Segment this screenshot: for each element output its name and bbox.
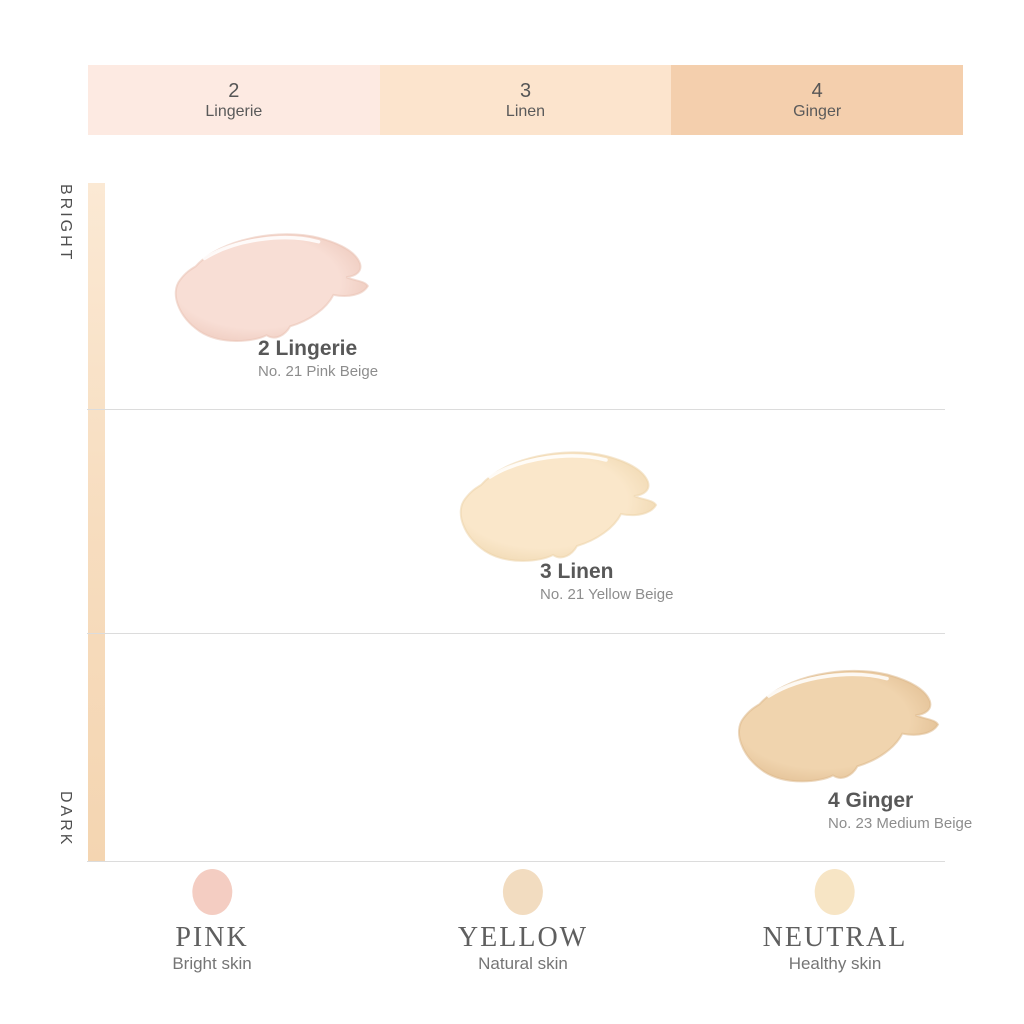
- tone-legend-pink: PINK Bright skin: [172, 869, 252, 974]
- swatch-label-linen: 3 Linen No. 21 Yellow Beige: [540, 560, 673, 604]
- shade-bar: 2 Lingerie 3 Linen 4 Ginger: [88, 65, 964, 135]
- dark-axis-label: DARK: [57, 791, 74, 848]
- tone-title: PINK: [175, 922, 249, 953]
- swatch-title: 2 Lingerie: [258, 337, 358, 360]
- tone-subtitle: Bright skin: [172, 954, 252, 974]
- swatch-smear-linen: [459, 451, 657, 562]
- row-divider: [87, 861, 945, 862]
- swatch-label-ginger: 4 Ginger No. 23 Medium Beige: [828, 789, 972, 833]
- tone-dot-pink: [192, 869, 232, 915]
- tone-title: NEUTRAL: [762, 922, 908, 953]
- tone-dot-neutral: [815, 869, 855, 915]
- shade-name: Linen: [505, 102, 546, 120]
- tone-title: YELLOW: [457, 922, 589, 953]
- tone-legend-neutral: NEUTRAL Healthy skin: [763, 869, 908, 974]
- tone-dot-yellow: [503, 869, 543, 915]
- row-divider: [87, 409, 945, 410]
- smear-highlight: [202, 236, 321, 261]
- row-divider: [87, 633, 945, 634]
- swatch-subtitle: No. 23 Medium Beige: [828, 815, 973, 833]
- shade-bar-segment-linen: 3 Linen: [379, 65, 672, 135]
- tone-subtitle: Natural skin: [478, 954, 568, 974]
- bright-axis-label: BRIGHT: [57, 184, 74, 263]
- shade-name: Ginger: [793, 102, 842, 120]
- smear-highlight: [488, 454, 608, 479]
- shade-bar-segment-ginger: 4 Ginger: [671, 65, 964, 135]
- swatch-smear-lingerie: [174, 233, 369, 342]
- shade-number: 4: [811, 79, 823, 102]
- tone-subtitle: Healthy skin: [788, 954, 882, 974]
- swatch-subtitle: No. 21 Yellow Beige: [540, 586, 674, 604]
- shade-number: 2: [228, 79, 240, 102]
- swatch-subtitle: No. 21 Pink Beige: [258, 363, 379, 381]
- shade-name: Lingerie: [205, 102, 263, 120]
- tone-legend-yellow: YELLOW Natural skin: [458, 869, 588, 974]
- swatch-title: 3 Linen: [540, 560, 614, 583]
- shade-number: 3: [519, 79, 532, 102]
- swatch-label-lingerie: 2 Lingerie No. 21 Pink Beige: [258, 337, 378, 381]
- brightness-gradient-bar: [88, 183, 105, 862]
- shade-bar-segment-lingerie: 2 Lingerie: [88, 65, 380, 135]
- swatch-title: 4 Ginger: [828, 789, 914, 812]
- swatch-smear-ginger: [737, 669, 939, 783]
- smear-highlight: [767, 672, 889, 698]
